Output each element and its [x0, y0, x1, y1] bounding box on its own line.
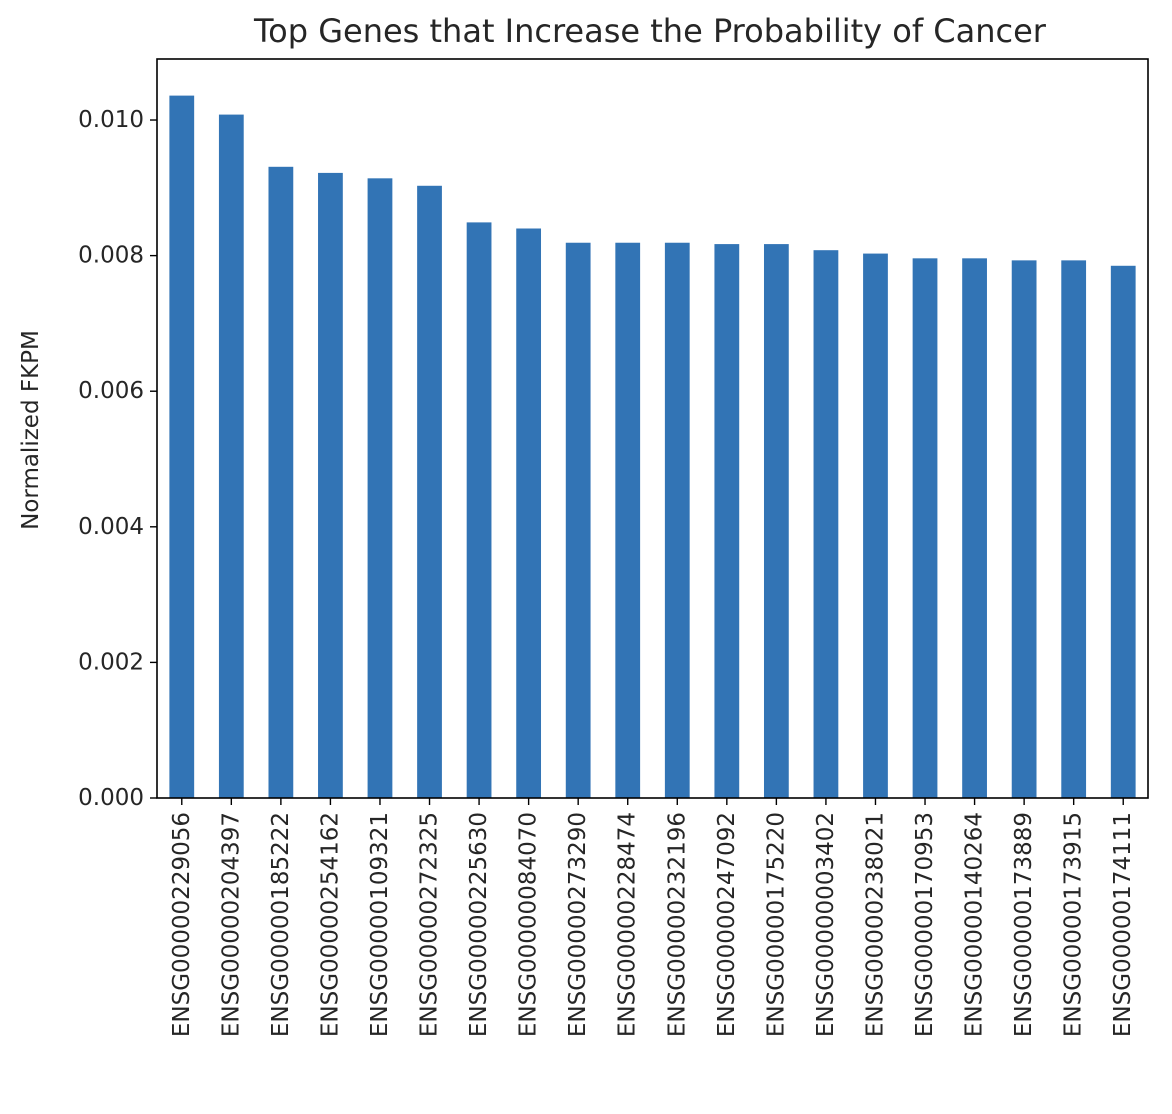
x-axis: ENSG00000229056 ENSG00000204397 ENSG000001…	[169, 798, 1136, 1037]
bar	[1061, 260, 1087, 798]
x-tick-label: ENSG00000228474	[615, 812, 641, 1037]
y-tick-label: 0.008	[78, 243, 144, 269]
bar	[813, 250, 839, 799]
bar	[516, 228, 542, 798]
bar	[318, 172, 343, 798]
bar	[367, 178, 393, 798]
y-tick-label: 0.006	[78, 378, 144, 404]
y-axis: 0.000 0.002 0.004 0.006 0.008 0.010	[78, 107, 157, 811]
x-tick-label: ENSG00000247092	[714, 812, 740, 1037]
x-tick-label: ENSG00000254162	[317, 812, 343, 1037]
x-tick-label: ENSG00000185222	[268, 812, 294, 1037]
plot-frame	[156, 58, 1149, 799]
x-tick-label: ENSG00000170953	[912, 812, 938, 1037]
x-tick-label: ENSG00000109321	[367, 812, 393, 1037]
x-tick-label: ENSG00000204397	[218, 812, 244, 1037]
bar	[466, 222, 492, 799]
bar	[912, 258, 938, 798]
x-tick-label: ENSG00000084070	[516, 812, 542, 1037]
x-tick-label: ENSG00000003402	[813, 812, 839, 1037]
y-tick-label: 0.010	[78, 107, 144, 133]
x-tick-label: ENSG00000140264	[962, 812, 988, 1037]
bar	[863, 253, 888, 798]
x-tick-label: ENSG00000272325	[417, 812, 443, 1037]
bar	[1110, 265, 1136, 798]
y-tick-label: 0.002	[78, 649, 144, 675]
bar	[615, 242, 641, 798]
bar	[268, 166, 294, 799]
y-axis-label: Normalized FKPM	[18, 330, 44, 530]
bar	[763, 244, 789, 798]
x-tick-label: ENSG00000173889	[1011, 812, 1037, 1037]
bar	[714, 244, 740, 798]
bar	[565, 242, 591, 798]
x-tick-label: ENSG00000238021	[862, 812, 888, 1037]
x-tick-label: ENSG00000173915	[1061, 812, 1087, 1037]
bar	[417, 185, 442, 798]
bar	[664, 242, 690, 798]
x-tick-label: ENSG00000232196	[664, 812, 690, 1037]
x-tick-label: ENSG00000229056	[169, 812, 195, 1037]
x-tick-label: ENSG00000273290	[565, 812, 591, 1037]
bar	[1011, 260, 1037, 798]
chart-title: Top Genes that Increase the Probability …	[253, 12, 1047, 50]
bar	[169, 95, 195, 798]
y-tick-label: 0.000	[78, 785, 144, 811]
x-tick-label: ENSG00000175220	[763, 812, 789, 1037]
bar	[218, 114, 244, 799]
bar	[962, 258, 987, 798]
y-tick-label: 0.004	[78, 514, 144, 540]
bars-group	[169, 95, 1136, 799]
x-tick-label: ENSG00000225630	[466, 812, 492, 1037]
x-tick-label: ENSG00000174111	[1110, 812, 1136, 1037]
